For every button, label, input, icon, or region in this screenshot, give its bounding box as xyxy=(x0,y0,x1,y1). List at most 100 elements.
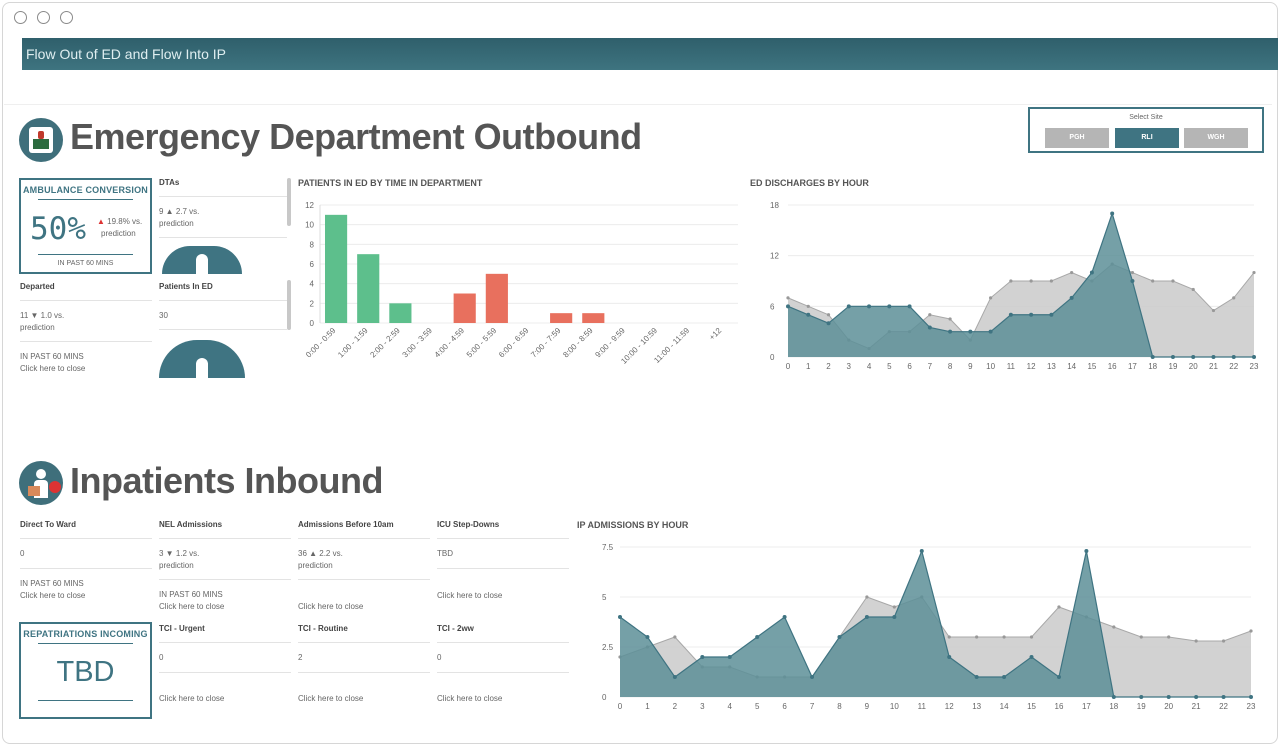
admissions-before-10am-close-link[interactable]: Click here to close xyxy=(298,602,364,611)
area-point-actual xyxy=(1029,312,1034,317)
area-point-actual xyxy=(1150,355,1155,359)
area-x-tick: 18 xyxy=(1148,362,1157,371)
bar-y-tick: 4 xyxy=(310,280,315,289)
area-x-tick: 7 xyxy=(810,702,815,711)
area-point-actual xyxy=(1231,355,1236,359)
area-x-tick: 2 xyxy=(826,362,831,371)
area-x-tick: 22 xyxy=(1229,362,1238,371)
area-point-actual xyxy=(727,655,732,659)
patients-in-ed-label: Patients In ED xyxy=(159,282,213,291)
dtas-scrollbar[interactable] xyxy=(287,178,291,226)
ambulance-change-prediction: prediction xyxy=(101,229,136,238)
area-point-comparison xyxy=(1112,625,1116,629)
area-point-actual xyxy=(700,655,705,659)
bar xyxy=(357,254,380,323)
admissions-before-10am-prediction: prediction xyxy=(298,561,333,570)
area-x-tick: 15 xyxy=(1027,702,1036,711)
area-point-actual xyxy=(846,304,851,309)
area-x-tick: 1 xyxy=(806,362,811,371)
tci-urgent-close-link[interactable]: Click here to close xyxy=(159,694,225,703)
area-point-comparison xyxy=(1232,296,1236,300)
bar-x-tick: 6:00 - 6:59 xyxy=(497,326,531,360)
admissions-before-10am-label: Admissions Before 10am xyxy=(298,520,394,529)
area-x-tick: 5 xyxy=(887,362,892,371)
area-point-comparison xyxy=(1211,308,1216,313)
site-option-pgh[interactable]: PGH xyxy=(1045,128,1109,148)
tci-routine-value: 2 xyxy=(298,653,303,662)
bar xyxy=(389,303,412,323)
bar-y-tick: 8 xyxy=(310,240,315,249)
area-point-actual xyxy=(1002,675,1007,679)
maximize-dot-icon[interactable] xyxy=(60,11,73,24)
divider xyxy=(4,104,1272,105)
ambulance-footer: IN PAST 60 MINS xyxy=(57,260,114,267)
area-x-tick: 23 xyxy=(1247,702,1256,711)
area-x-tick: 19 xyxy=(1169,362,1178,371)
area-point-comparison xyxy=(1130,270,1135,275)
bar-y-tick: 12 xyxy=(305,201,314,210)
tci-routine-close-link[interactable]: Click here to close xyxy=(298,694,364,703)
minimize-dot-icon[interactable] xyxy=(37,11,50,24)
ambulance-conversion-label: AMBULANCE CONVERSION xyxy=(22,185,148,195)
area-x-tick: 19 xyxy=(1137,702,1146,711)
site-option-rli[interactable]: RLI xyxy=(1115,128,1179,148)
area-line-actual xyxy=(787,211,1254,358)
tci-2ww-label: TCI - 2ww xyxy=(437,624,474,633)
area-point-actual xyxy=(864,615,869,619)
area-x-tick: 9 xyxy=(968,362,973,371)
area-point-comparison xyxy=(1221,639,1226,643)
tci-2ww-close-link[interactable]: Click here to close xyxy=(437,694,503,703)
site-selector-label: Select Site xyxy=(1129,114,1163,121)
site-option-wgh[interactable]: WGH xyxy=(1184,128,1248,148)
patients-scrollbar[interactable] xyxy=(287,280,291,330)
patients-in-ed-value: 30 xyxy=(159,311,168,320)
area-point-actual xyxy=(755,635,760,639)
area-point-comparison xyxy=(1171,279,1175,283)
ambulance-icon xyxy=(19,118,63,162)
area-point-actual xyxy=(1170,355,1175,359)
area-point-comparison xyxy=(673,635,677,639)
area-x-tick: 23 xyxy=(1250,362,1259,371)
area-y-tick: 12 xyxy=(770,252,779,261)
ambulance-conversion-value: 50% xyxy=(30,211,86,247)
area-point-comparison xyxy=(806,304,810,308)
area-x-tick: 6 xyxy=(782,702,787,711)
area-point-comparison xyxy=(892,605,896,609)
area-x-tick: 12 xyxy=(945,702,954,711)
area-point-actual xyxy=(1111,695,1116,699)
bar-x-tick: 8:00 - 8:59 xyxy=(561,326,595,360)
bar xyxy=(485,273,508,323)
area-point-actual xyxy=(1191,355,1196,359)
nel-admissions-close-link[interactable]: Click here to close xyxy=(159,602,225,611)
area-x-tick: 14 xyxy=(1000,702,1009,711)
area-point-actual xyxy=(1211,355,1216,359)
area-point-comparison xyxy=(947,635,951,639)
area-point-actual xyxy=(806,312,811,317)
area-point-actual xyxy=(1252,355,1256,359)
area-point-actual xyxy=(837,635,842,639)
area-point-comparison xyxy=(1139,635,1143,639)
dtas-label: DTAs xyxy=(159,178,180,187)
bar-x-tick: 0:00 - 0:59 xyxy=(304,326,338,360)
app-title-bar: Flow Out of ED and Flow Into IP xyxy=(22,38,1278,70)
area-point-actual xyxy=(919,549,924,553)
direct-to-ward-close-link[interactable]: Click here to close xyxy=(20,591,86,600)
close-dot-icon[interactable] xyxy=(14,11,27,24)
area-point-actual xyxy=(887,304,892,309)
departed-close-link[interactable]: Click here to close xyxy=(20,364,86,373)
area-x-tick: 9 xyxy=(865,702,870,711)
area-point-actual xyxy=(968,329,973,334)
repatriations-kpi[interactable]: REPATRIATIONS INCOMING TBD xyxy=(19,622,152,719)
area-point-actual xyxy=(1089,270,1094,275)
bar xyxy=(453,293,476,323)
tci-urgent-value: 0 xyxy=(159,653,164,662)
bar-x-tick: 2:00 - 2:59 xyxy=(368,326,402,360)
area-point-comparison xyxy=(786,296,790,300)
bar-x-tick: 5:00 - 5:59 xyxy=(465,326,499,360)
ambulance-conversion-kpi[interactable]: AMBULANCE CONVERSION 50% ▲ 19.8% vs. pre… xyxy=(19,178,152,274)
icu-step-downs-close-link[interactable]: Click here to close xyxy=(437,591,503,600)
area-point-actual xyxy=(1029,655,1034,659)
area-point-comparison xyxy=(1249,629,1253,633)
area-point-actual xyxy=(988,329,993,334)
